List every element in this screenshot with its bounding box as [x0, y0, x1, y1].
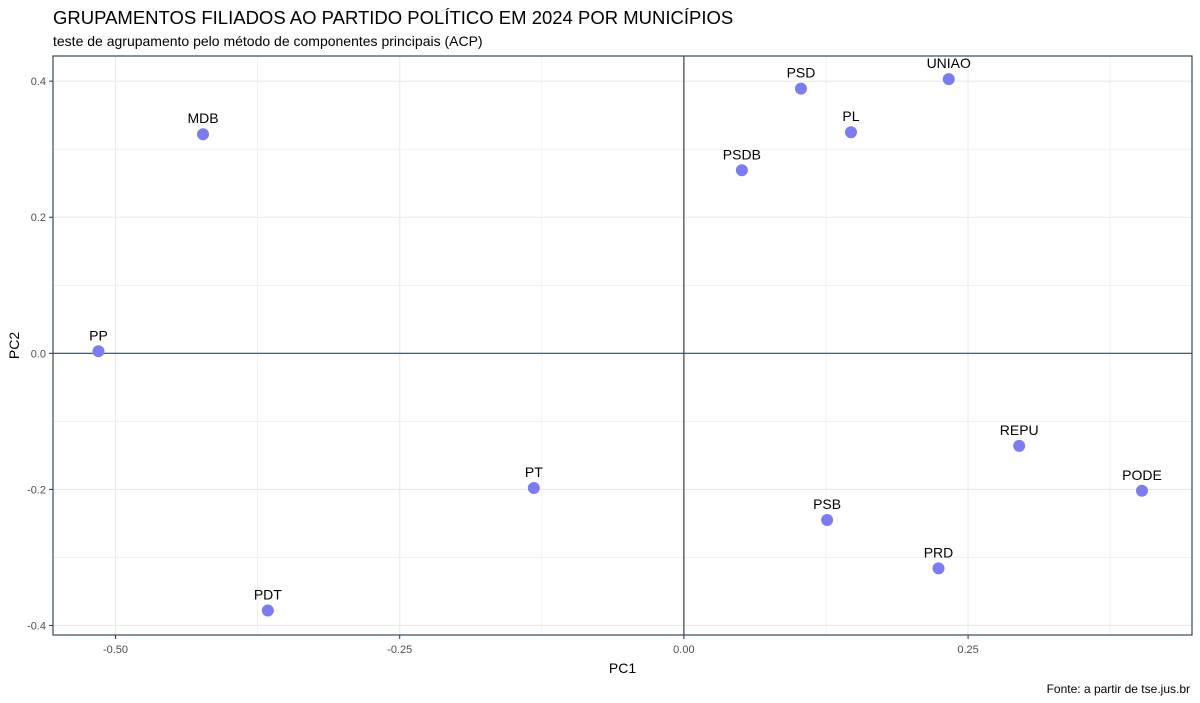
point-label: PSDB [723, 146, 761, 162]
point-marker [844, 126, 857, 139]
point-label: PSB [813, 496, 841, 512]
y-tick-label: 0.4 [31, 76, 46, 88]
point-label: UNIAO [927, 55, 971, 71]
point-marker [1135, 484, 1148, 497]
source-caption: Fonte: a partir de tse.jus.br [1046, 682, 1190, 696]
panel-border [52, 55, 1193, 636]
point-label: PL [842, 108, 859, 124]
point-label: PDT [254, 587, 282, 603]
grid [53, 56, 1192, 635]
point-marker [197, 128, 210, 141]
data-point-uniao: UNIAO [927, 55, 971, 86]
data-point-repu: REPU [1000, 422, 1039, 452]
point-label: PP [89, 327, 108, 343]
point-marker [821, 514, 834, 527]
y-tick-label: -0.4 [27, 620, 46, 632]
y-tick-label: 0.0 [31, 348, 46, 360]
point-marker [1013, 439, 1026, 452]
point-label: REPU [1000, 422, 1039, 438]
x-tick-label: -0.50 [103, 644, 128, 656]
point-marker [92, 345, 105, 358]
chart-title: GRUPAMENTOS FILIADOS AO PARTIDO POLÍTICO… [53, 7, 734, 28]
point-label: MDB [187, 110, 218, 126]
y-axis-ticks: -0.4 -0.2 0.0 0.2 0.4 [27, 76, 53, 632]
data-point-psdb: PSDB [723, 146, 761, 177]
y-tick-label: -0.2 [27, 484, 46, 496]
data-points: MDB PP PDT PT PSDB PSD PL UNIAO PSB PRD REPU PODE [89, 55, 1162, 617]
data-point-prd: PRD [924, 544, 954, 575]
point-marker [735, 164, 748, 177]
data-point-psb: PSB [813, 496, 841, 527]
point-marker [261, 604, 274, 617]
x-axis-title: PC1 [609, 660, 636, 676]
point-marker [794, 82, 807, 95]
data-point-pdt: PDT [254, 587, 282, 617]
data-point-mdb: MDB [187, 110, 219, 141]
reference-lines [53, 56, 1192, 635]
y-tick-label: 0.2 [31, 212, 46, 224]
point-label: PRD [924, 544, 954, 560]
point-label: PODE [1122, 467, 1162, 483]
x-tick-label: 0.25 [957, 644, 978, 656]
point-marker [932, 562, 945, 575]
y-axis-title: PC2 [6, 332, 22, 359]
point-marker [942, 73, 955, 86]
x-axis-ticks: -0.50 -0.25 0.00 0.25 [103, 635, 979, 656]
x-tick-label: 0.00 [673, 644, 694, 656]
data-point-pl: PL [842, 108, 860, 139]
x-tick-label: -0.25 [387, 644, 412, 656]
data-point-pt: PT [525, 464, 543, 495]
data-point-psd: PSD [787, 65, 816, 95]
data-point-pp: PP [89, 327, 108, 358]
point-label: PT [525, 464, 543, 480]
chart-subtitle: teste de agrupamento pelo método de comp… [53, 33, 483, 49]
data-point-pode: PODE [1122, 467, 1162, 497]
point-marker [527, 482, 540, 495]
point-label: PSD [787, 65, 816, 81]
